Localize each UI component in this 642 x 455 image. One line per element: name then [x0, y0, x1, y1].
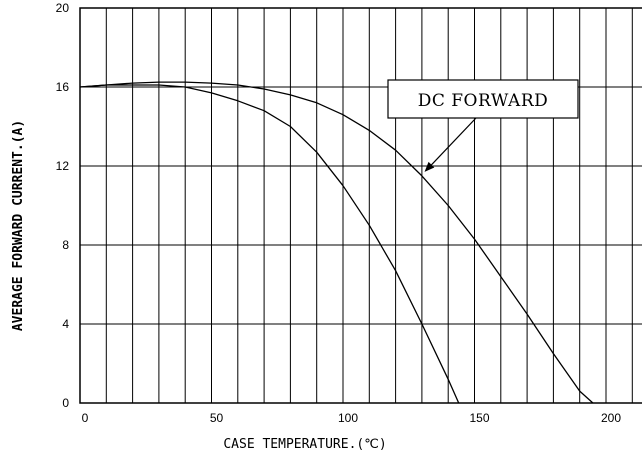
annotation-label: DC FORWARD: [418, 91, 549, 111]
series: [79, 81, 594, 404]
y-tick-label: 16: [56, 80, 70, 94]
x-axis-title: CASE TEMPERATURE.(℃): [223, 437, 386, 452]
x-tick-label: 50: [210, 411, 224, 425]
y-tick-label: 20: [56, 1, 70, 15]
y-tick-label: 12: [56, 159, 70, 173]
x-tick-label: 200: [601, 411, 621, 425]
annotation-arrow-line: [428, 117, 477, 169]
y-tick-label: 0: [62, 396, 69, 410]
x-tick-label: 150: [469, 411, 489, 425]
x-tick-label: 0: [82, 411, 89, 425]
y-tick-label: 8: [62, 238, 69, 252]
series-line-1: [79, 81, 594, 404]
annotation: DC FORWARD: [387, 79, 579, 172]
x-tick-label: 100: [338, 411, 358, 425]
grid: [80, 8, 642, 403]
tick-labels: 0 50 100 150 200 0 4 8 12 16 20: [56, 1, 622, 425]
annotation-arrowhead: [424, 161, 435, 172]
annotation-box: [387, 79, 579, 119]
y-axis-title: AVERAGE FORWARD CURRENT.(A): [11, 120, 26, 331]
series-line-2: [79, 84, 460, 404]
plot-frame: [79, 7, 642, 404]
y-tick-label: 4: [62, 317, 69, 331]
